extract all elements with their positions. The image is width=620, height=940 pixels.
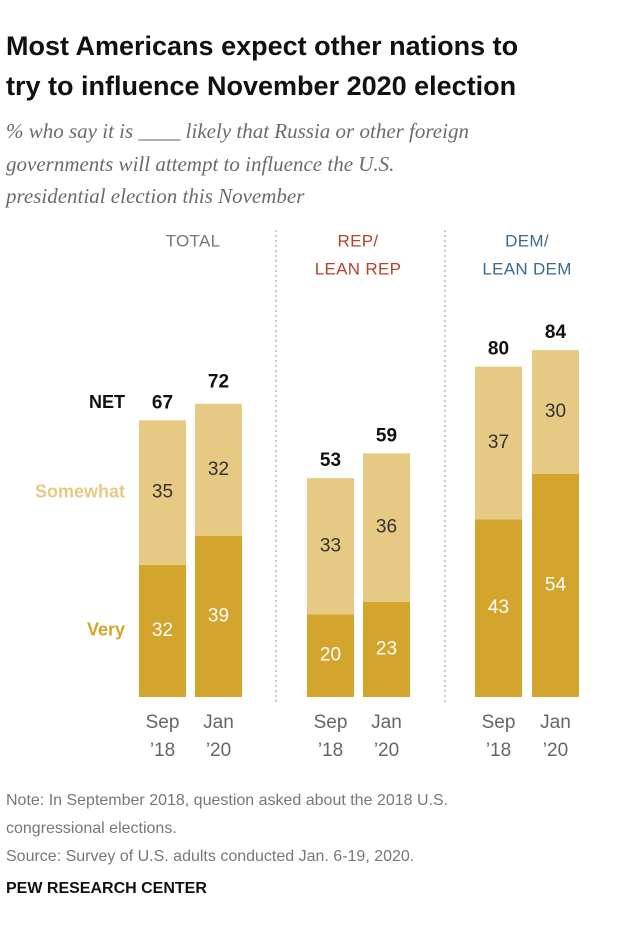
- bar-segment: [475, 366, 522, 520]
- x-tick-label: Sep: [146, 712, 180, 733]
- bar-segment: [363, 453, 410, 603]
- x-tick-label: ’18: [150, 740, 175, 761]
- x-tick-label: ’18: [486, 740, 511, 761]
- bar-segment: [195, 403, 242, 536]
- total-label: 72: [208, 372, 229, 393]
- bar-segment: [532, 473, 579, 697]
- group-label: LEAN DEM: [482, 259, 571, 278]
- bar-segment: [139, 564, 186, 697]
- credit: PEW RESEARCH CENTER: [6, 880, 207, 897]
- x-tick-label: Jan: [203, 712, 234, 733]
- total-label: 53: [320, 450, 341, 471]
- value-label: 30: [545, 401, 566, 422]
- total-row-label: NET: [89, 392, 125, 412]
- x-tick-label: ’20: [206, 740, 231, 761]
- value-label: 36: [376, 517, 397, 538]
- total-label: 59: [376, 425, 397, 446]
- value-label: 33: [320, 535, 341, 556]
- footer: Note: In September 2018, question asked …: [6, 792, 448, 897]
- header: Most Americans expect other nations to t…: [4, 31, 518, 208]
- subtitle-line: presidential election this November: [4, 184, 305, 208]
- x-tick-label: ’20: [543, 740, 568, 761]
- bar-segment: [307, 478, 354, 615]
- subtitle-line: % who say it is ____ likely that Russia …: [6, 119, 469, 143]
- value-label: 35: [152, 482, 173, 503]
- note-line: congressional elections.: [6, 820, 177, 837]
- value-label: 37: [488, 432, 509, 453]
- source: Source: Survey of U.S. adults conducted …: [6, 848, 414, 865]
- value-label: 32: [152, 620, 173, 641]
- total-label: 80: [488, 339, 509, 360]
- value-label: 32: [208, 459, 229, 480]
- x-tick-label: Jan: [371, 712, 402, 733]
- note-line: Note: In September 2018, question asked …: [6, 792, 448, 809]
- title-line: try to influence November 2020 election: [6, 71, 516, 101]
- x-tick-label: Sep: [314, 712, 348, 733]
- value-label: 39: [208, 605, 229, 626]
- legend-label: Somewhat: [35, 481, 125, 501]
- bar-segment: [195, 535, 242, 697]
- bar-segment: [139, 420, 186, 565]
- value-label: 20: [320, 645, 341, 666]
- bar-segment: [532, 350, 579, 474]
- group-label: REP/: [338, 231, 379, 250]
- x-tick-label: Jan: [540, 712, 571, 733]
- value-label: 43: [488, 597, 509, 618]
- bar-segment: [307, 614, 354, 697]
- legend-label: Very: [87, 620, 125, 640]
- bar-segment: [363, 602, 410, 697]
- bar-segment: [475, 519, 522, 697]
- group-label: TOTAL: [166, 231, 221, 250]
- value-label: 23: [376, 639, 397, 660]
- x-tick-label: ’20: [374, 740, 399, 761]
- subtitle-line: governments will attempt to influence th…: [6, 152, 394, 176]
- total-label: 84: [545, 322, 567, 343]
- x-tick-label: Sep: [482, 712, 516, 733]
- value-label: 54: [545, 575, 567, 596]
- total-label: 67: [152, 392, 173, 413]
- title-line: Most Americans expect other nations to: [6, 31, 518, 61]
- plot: TOTAL REP/LEAN REP DEM/LEAN DEM 32 Very 35 Som…: [35, 230, 579, 761]
- x-tick-label: ’18: [318, 740, 343, 761]
- group-label: LEAN REP: [315, 259, 402, 278]
- group-label: DEM/: [505, 231, 549, 250]
